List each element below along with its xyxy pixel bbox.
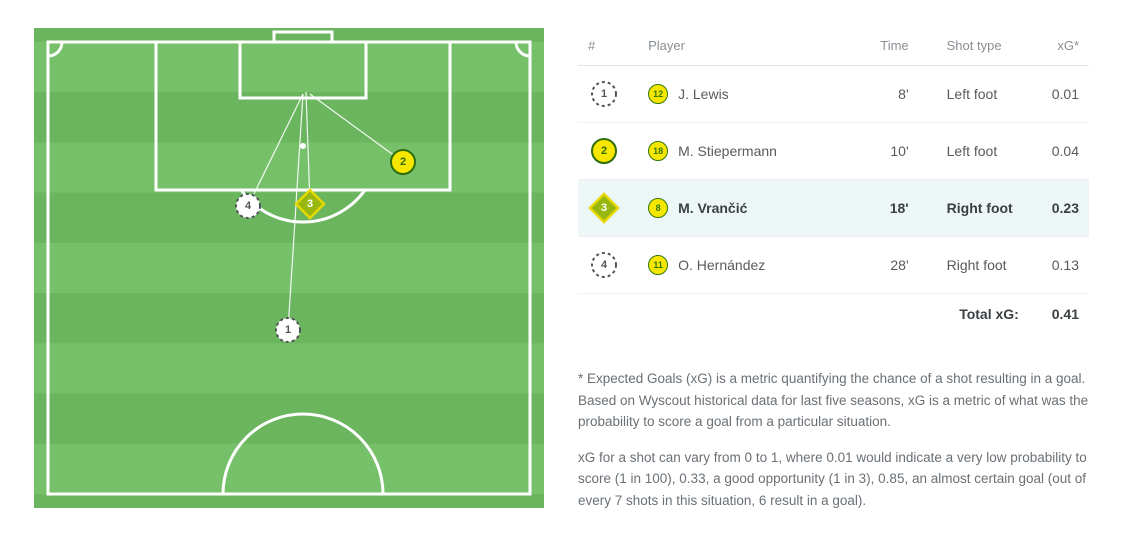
jersey-icon: 11: [648, 255, 668, 275]
layout-row: 1234 # Player Time Shot type xG* 112J. L…: [34, 28, 1089, 526]
shot-marker-icon: 2: [588, 135, 620, 167]
svg-text:4: 4: [245, 200, 252, 212]
table-row[interactable]: 3 8 M. Vrančić 18'Right foot0.23: [578, 180, 1089, 237]
player-name: M. Stiepermann: [678, 143, 777, 159]
cell-player: 11 O. Hernández: [638, 237, 858, 294]
table-row[interactable]: 4 11 O. Hernández 28'Right foot0.13: [578, 237, 1089, 294]
total-label: Total xG:: [919, 294, 1029, 335]
cell-time: 18': [859, 180, 919, 237]
shot-marker-icon: 3: [588, 192, 620, 224]
cell-shot-type: Left foot: [919, 123, 1029, 180]
svg-text:3: 3: [601, 202, 607, 214]
cell-time: 10': [859, 123, 919, 180]
cell-marker: 2: [578, 123, 638, 180]
footnote-2: xG for a shot can vary from 0 to 1, wher…: [578, 447, 1089, 512]
jersey-icon: 8: [648, 198, 668, 218]
cell-shot-type: Right foot: [919, 237, 1029, 294]
svg-text:2: 2: [601, 145, 607, 157]
svg-text:3: 3: [307, 198, 313, 210]
table-row[interactable]: 2 18 M. Stiepermann 10'Left foot0.04: [578, 123, 1089, 180]
footnote-block: * Expected Goals (xG) is a metric quanti…: [578, 368, 1089, 512]
cell-marker: 4: [578, 237, 638, 294]
table-header-row: # Player Time Shot type xG*: [578, 32, 1089, 66]
svg-text:2: 2: [400, 156, 406, 168]
cell-shot-type: Right foot: [919, 180, 1029, 237]
cell-player: 12 J. Lewis: [638, 66, 858, 123]
cell-shot-type: Left foot: [919, 66, 1029, 123]
pitch-container: 1 2 3 4: [34, 28, 544, 508]
player-name: J. Lewis: [678, 86, 729, 102]
table-row[interactable]: 1 12 J. Lewis 8'Left foot0.01: [578, 66, 1089, 123]
svg-text:1: 1: [601, 88, 607, 100]
cell-time: 8': [859, 66, 919, 123]
shots-table: # Player Time Shot type xG* 112J. Lewis8…: [578, 32, 1089, 334]
col-player: Player: [638, 32, 858, 66]
pitch-diagram: 1 2 3 4: [34, 28, 544, 508]
footnote-1: * Expected Goals (xG) is a metric quanti…: [578, 368, 1089, 433]
cell-marker: 3: [578, 180, 638, 237]
cell-player: 18 M. Stiepermann: [638, 123, 858, 180]
player-name: O. Hernández: [678, 257, 765, 273]
jersey-icon: 18: [648, 141, 668, 161]
jersey-icon: 12: [648, 84, 668, 104]
svg-text:4: 4: [601, 259, 608, 271]
svg-text:1: 1: [285, 324, 291, 336]
cell-xg: 0.04: [1029, 123, 1089, 180]
table-total-row: Total xG:0.41: [578, 294, 1089, 335]
right-column: # Player Time Shot type xG* 112J. Lewis8…: [578, 28, 1089, 526]
col-type: Shot type: [919, 32, 1029, 66]
cell-xg: 0.13: [1029, 237, 1089, 294]
shot-marker-icon: 1: [588, 78, 620, 110]
col-time: Time: [859, 32, 919, 66]
cell-xg: 0.23: [1029, 180, 1089, 237]
player-name: M. Vrančić: [678, 200, 747, 216]
col-xg: xG*: [1029, 32, 1089, 66]
col-num: #: [578, 32, 638, 66]
cell-time: 28': [859, 237, 919, 294]
total-xg: 0.41: [1029, 294, 1089, 335]
shot-marker-icon: 4: [588, 249, 620, 281]
cell-marker: 1: [578, 66, 638, 123]
cell-xg: 0.01: [1029, 66, 1089, 123]
cell-player: 8 M. Vrančić: [638, 180, 858, 237]
